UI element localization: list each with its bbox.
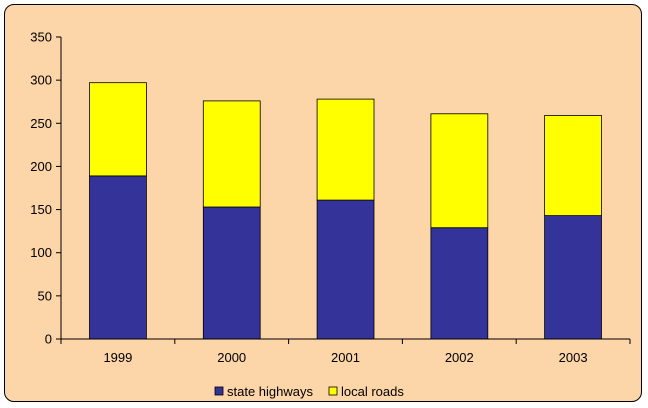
legend-label-state-highways: state highways [227, 384, 313, 399]
bar-state-highways-2000 [202, 206, 261, 340]
legend-label-local-roads: local roads [341, 384, 404, 399]
bar-local-roads-2001 [316, 98, 375, 201]
y-tick-label: 300 [30, 73, 52, 88]
axes-group: 0 50 100 150 200 250 300 350 1999 2000 2001 2002 200… [30, 30, 631, 365]
bar-local-roads-2002 [430, 113, 489, 229]
bar-state-highways-2002 [430, 227, 489, 340]
x-tick-label: 1999 [103, 350, 132, 365]
bar-local-roads-2003 [544, 115, 602, 216]
y-tick-label: 0 [45, 332, 52, 347]
bar-state-highways-2001 [316, 199, 375, 340]
x-tick-label: 2001 [331, 350, 360, 365]
y-tick-label: 100 [30, 245, 52, 260]
bar-state-highways-2003 [544, 215, 602, 340]
bars-group [89, 82, 602, 340]
x-tick-label: 2000 [217, 350, 246, 365]
x-tick-label: 2002 [445, 350, 474, 365]
y-tick-label: 150 [30, 202, 52, 217]
x-tick-label: 2003 [559, 350, 588, 365]
y-tick-label: 350 [30, 30, 52, 45]
bar-state-highways-1999 [89, 175, 147, 340]
legend-swatch-state-highways [214, 386, 224, 396]
y-tick-label: 50 [38, 288, 52, 303]
y-tick-label: 250 [30, 116, 52, 131]
legend: state highways local roads [214, 384, 404, 399]
bar-local-roads-1999 [89, 82, 147, 177]
bar-local-roads-2000 [202, 100, 261, 208]
y-tick-label: 200 [30, 159, 52, 174]
legend-swatch-local-roads [328, 386, 338, 396]
